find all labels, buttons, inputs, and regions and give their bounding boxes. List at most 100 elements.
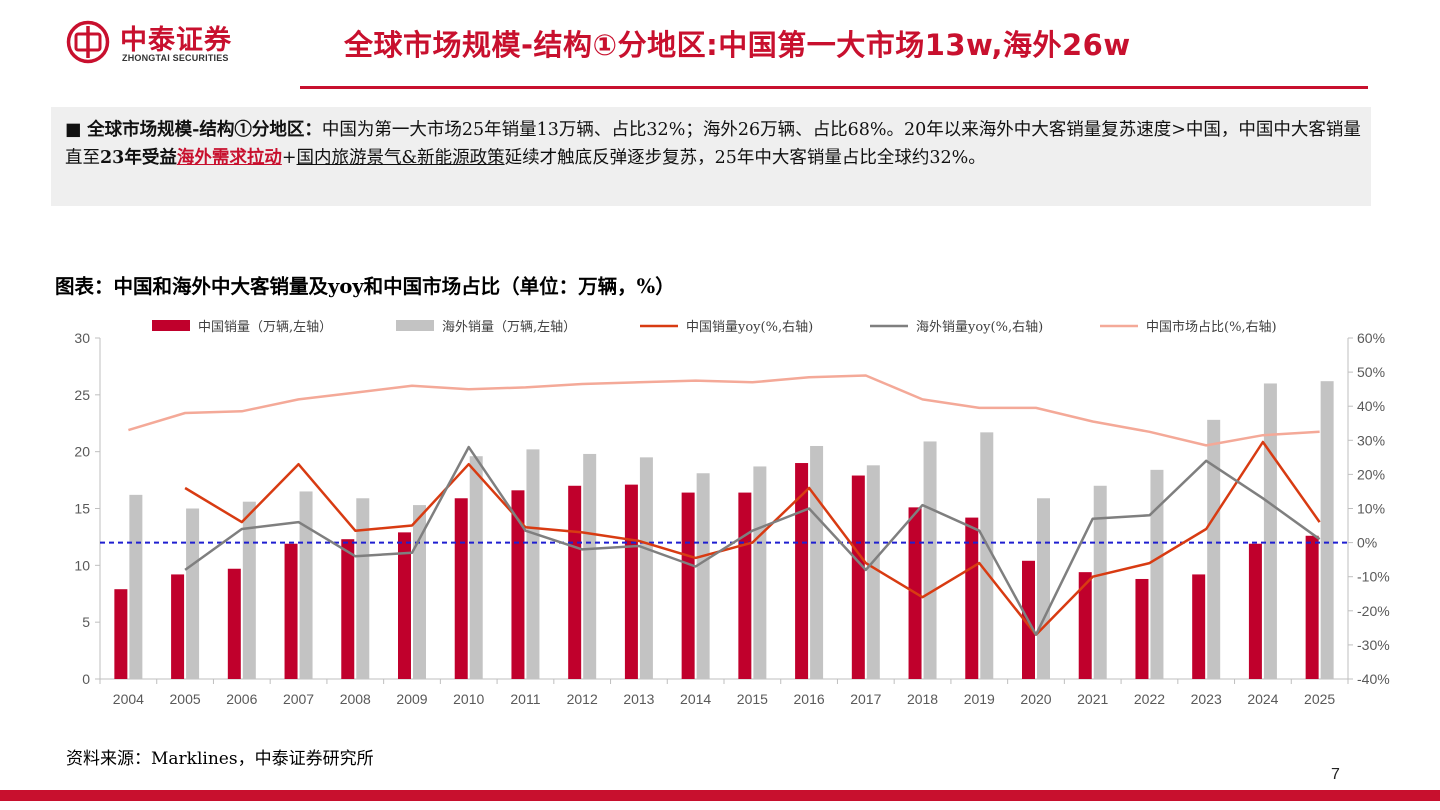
title-divider (300, 86, 1368, 89)
legend-label: 中国市场占比(%,右轴) (1146, 319, 1277, 335)
overseas-sales-bar (413, 505, 426, 679)
legend-swatch (152, 320, 190, 331)
overseas-sales-bar (980, 432, 994, 679)
x-tick-label: 2005 (170, 691, 201, 707)
x-tick-label: 2025 (1304, 691, 1335, 707)
x-tick-label: 2023 (1191, 691, 1222, 707)
legend-label: 海外销量yoy(%,右轴) (916, 320, 1043, 335)
summary-box: ■ 全球市场规模-结构①分地区：中国为第一大市场25年销量13万辆、占比32%；… (51, 107, 1371, 206)
right-tick-label: -10% (1357, 569, 1390, 585)
overseas-sales-bar (469, 456, 483, 679)
x-tick-label: 2011 (510, 691, 540, 707)
x-tick-label: 2006 (226, 691, 257, 707)
x-tick-label: 2010 (453, 691, 484, 707)
china-sales-bar (568, 485, 582, 679)
china-sales-bar (1305, 535, 1319, 679)
overseas-sales-bar (129, 494, 143, 679)
overseas-sales-bar (1320, 381, 1334, 679)
x-tick-label: 2016 (794, 691, 825, 707)
x-tick-label: 2018 (907, 691, 938, 707)
china-sales-bar (341, 539, 355, 679)
right-tick-label: 30% (1357, 432, 1385, 448)
overseas-sales-bar (696, 473, 710, 679)
right-tick-label: 40% (1357, 398, 1385, 414)
overseas-sales-bar (356, 498, 370, 679)
china-sales-bar (398, 532, 411, 679)
china-yoy-line (184, 440, 1321, 636)
summary-plus: + (281, 148, 297, 168)
right-tick-label: 0% (1357, 535, 1377, 551)
china-sales-bar (171, 574, 185, 679)
china-sales-bar (284, 543, 298, 679)
footer-bar (0, 790, 1440, 801)
legend-label: 海外销量（万辆,左轴） (442, 320, 576, 335)
company-logo: 中泰证券 ZHONGTAI SECURITIES (66, 18, 251, 68)
left-tick-label: 20 (74, 444, 90, 460)
summary-text-part1: 中国为第一大市场25年销量13万辆、占比32%；海外26万辆、占比68%。20年… (65, 120, 1361, 168)
left-tick-label: 15 (74, 501, 90, 517)
overseas-sales-bar (1263, 383, 1277, 679)
right-tick-label: 60% (1357, 330, 1385, 346)
x-tick-label: 2017 (850, 691, 881, 707)
overseas-sales-bar (1037, 498, 1050, 679)
china-sales-bar (1078, 572, 1092, 679)
chart-title: 图表：中国和海外中大客销量及yoy和中国市场占比（单位：万辆，%） (55, 275, 675, 298)
x-tick-label: 2015 (737, 691, 768, 707)
china-sales-bar (227, 568, 241, 679)
overseas-sales-bar (753, 466, 767, 679)
source-note: 资料来源：Marklines，中泰证券研究所 (66, 749, 374, 769)
x-tick-label: 2013 (623, 691, 654, 707)
china-sales-bar (795, 463, 809, 679)
x-tick-label: 2022 (1134, 691, 1165, 707)
legend-label: 中国销量yoy(%,右轴) (686, 320, 813, 335)
x-tick-label: 2024 (1247, 691, 1278, 707)
china-sales-bar (1192, 574, 1206, 679)
summary-bold: 23年受益 (100, 148, 177, 168)
x-tick-label: 2019 (964, 691, 995, 707)
overseas-sales-bar (810, 445, 824, 679)
x-tick-label: 2020 (1020, 691, 1051, 707)
x-tick-label: 2007 (283, 691, 314, 707)
china-sales-bar (1135, 578, 1149, 679)
overseas-sales-bar (1150, 469, 1164, 679)
x-tick-label: 2009 (396, 691, 427, 707)
overseas-sales-bar (923, 441, 937, 679)
x-tick-label: 2012 (567, 691, 598, 707)
china-sales-bar (738, 492, 752, 679)
right-tick-label: 50% (1357, 364, 1385, 380)
bullet: ■ (65, 120, 82, 140)
china-sales-bar (511, 490, 525, 679)
logo-chinese-name: 中泰证券 (120, 25, 232, 56)
overseas-sales-bar (1093, 485, 1107, 679)
right-tick-label: -20% (1357, 603, 1390, 619)
china-sales-bar (965, 517, 979, 679)
summary-underlined: 国内旅游景气&新能源政策 (296, 148, 505, 168)
x-tick-label: 2014 (680, 691, 711, 707)
left-tick-label: 10 (74, 557, 90, 573)
legend-label: 中国销量（万辆,左轴） (198, 320, 332, 335)
x-tick-label: 2008 (340, 691, 371, 707)
summary-highlight-red: 海外需求拉动 (176, 148, 282, 168)
logo-english-name: ZHONGTAI SECURITIES (122, 53, 229, 63)
summary-text-part2: 延续才触底反弹逐步复苏，25年中大客销量占比全球约32%。 (504, 148, 986, 168)
x-tick-label: 2004 (113, 691, 144, 707)
overseas-sales-bar (299, 491, 313, 679)
overseas-sales-bar (583, 453, 597, 679)
china-sales-bar (114, 589, 128, 679)
china-sales-bar (1248, 543, 1262, 679)
overseas-sales-bar (639, 457, 653, 679)
overseas-sales-bar (1207, 419, 1221, 679)
legend-swatch (396, 320, 434, 331)
overseas-sales-bar (866, 465, 880, 679)
right-tick-label: -30% (1357, 637, 1390, 653)
page-title: 全球市场规模-结构①分地区:中国第一大市场13w,海外26w (344, 28, 1131, 62)
overseas-sales-bar (242, 501, 256, 679)
china-sales-bar (681, 492, 695, 679)
china-sales-bar (454, 498, 468, 679)
overseas-yoy-line (184, 445, 1321, 636)
right-tick-label: 20% (1357, 466, 1385, 482)
china-sales-bar (851, 475, 865, 679)
right-tick-label: 10% (1357, 501, 1385, 517)
china-share-line (128, 374, 1320, 447)
left-tick-label: 25 (74, 387, 90, 403)
